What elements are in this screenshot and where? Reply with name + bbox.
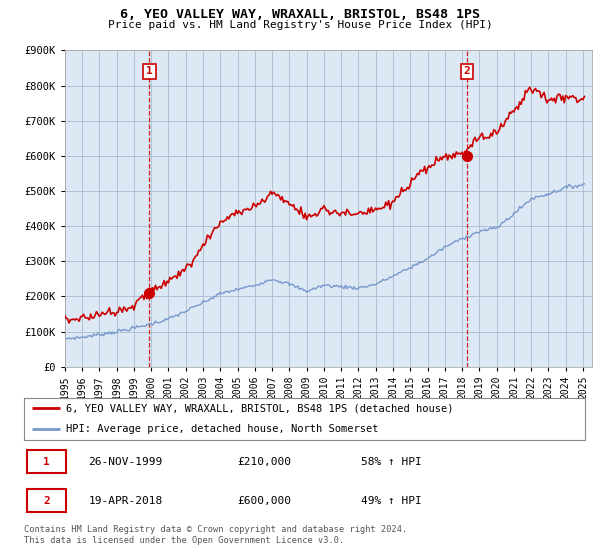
Text: 26-NOV-1999: 26-NOV-1999 <box>89 457 163 467</box>
Text: £600,000: £600,000 <box>237 496 291 506</box>
Bar <box>27 450 66 473</box>
Text: 1: 1 <box>146 67 153 77</box>
Text: £210,000: £210,000 <box>237 457 291 467</box>
Text: 19-APR-2018: 19-APR-2018 <box>89 496 163 506</box>
Text: 2: 2 <box>464 67 470 77</box>
Text: 1: 1 <box>43 457 50 467</box>
Text: 6, YEO VALLEY WAY, WRAXALL, BRISTOL, BS48 1PS (detached house): 6, YEO VALLEY WAY, WRAXALL, BRISTOL, BS4… <box>66 403 454 413</box>
Text: HPI: Average price, detached house, North Somerset: HPI: Average price, detached house, Nort… <box>66 424 379 434</box>
Text: Price paid vs. HM Land Registry's House Price Index (HPI): Price paid vs. HM Land Registry's House … <box>107 20 493 30</box>
Text: 6, YEO VALLEY WAY, WRAXALL, BRISTOL, BS48 1PS: 6, YEO VALLEY WAY, WRAXALL, BRISTOL, BS4… <box>120 8 480 21</box>
Text: 58% ↑ HPI: 58% ↑ HPI <box>361 457 421 467</box>
Text: 49% ↑ HPI: 49% ↑ HPI <box>361 496 421 506</box>
Bar <box>27 489 66 512</box>
Text: Contains HM Land Registry data © Crown copyright and database right 2024.
This d: Contains HM Land Registry data © Crown c… <box>24 525 407 545</box>
Text: 2: 2 <box>43 496 50 506</box>
